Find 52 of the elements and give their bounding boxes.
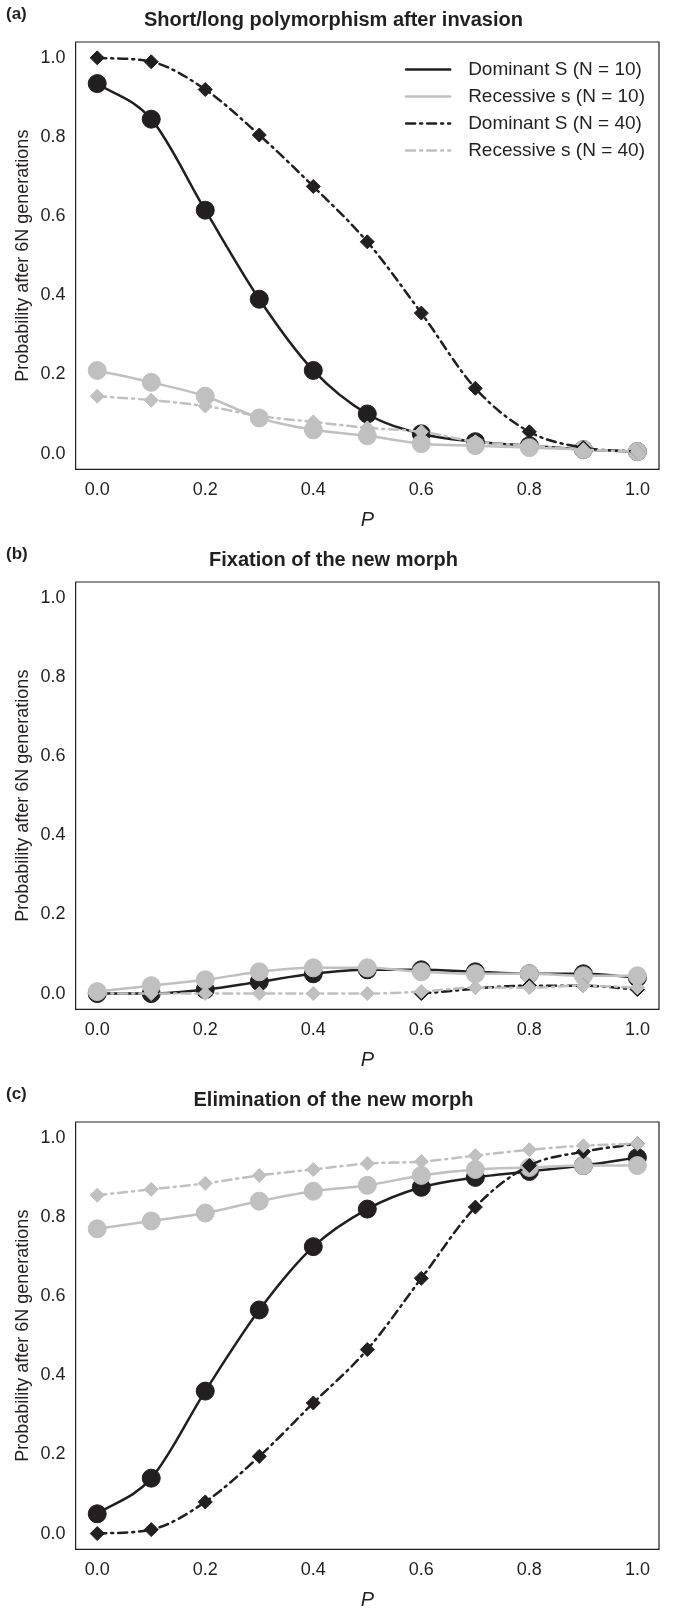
- x-tick-label: 0.6: [408, 479, 434, 500]
- x-axis-title: P: [360, 507, 375, 530]
- x-tick-label: 0.4: [300, 1559, 326, 1580]
- y-tick-label: 1.0: [40, 46, 66, 67]
- y-tick-label: 0.6: [40, 205, 66, 226]
- x-tick-label: 1.0: [624, 1019, 650, 1040]
- y-axis-title: Probability after 6N generations: [11, 1209, 32, 1462]
- y-tick-label: 0.4: [40, 824, 66, 845]
- y-tick-label: 0.2: [40, 363, 66, 384]
- x-tick-label: 0.2: [192, 1019, 218, 1040]
- x-tick-label: 0.0: [84, 479, 110, 500]
- y-axis-title: Probability after 6N generations: [11, 669, 32, 922]
- y-tick-label: 0.6: [40, 745, 66, 766]
- legend-label: Dominant S (N = 10): [468, 57, 642, 79]
- x-tick-label: 1.0: [624, 1559, 650, 1580]
- y-tick-label: 0.8: [40, 1205, 66, 1226]
- x-tick-label: 0.0: [84, 1019, 110, 1040]
- y-tick-label: 0.2: [40, 1443, 66, 1464]
- legend-label: Dominant S (N = 40): [468, 111, 642, 133]
- text: (b): [6, 544, 28, 564]
- x-tick-label: 0.8: [516, 1019, 542, 1040]
- y-tick-label: 1.0: [40, 1126, 66, 1147]
- x-tick-label: 0.6: [408, 1019, 434, 1040]
- y-axis-title: Probability after 6N generations: [11, 129, 32, 382]
- x-tick-label: 0.0: [84, 1559, 110, 1580]
- y-tick-label: 0.0: [40, 442, 66, 463]
- x-tick-label: 0.4: [300, 1019, 326, 1040]
- y-tick-label: 0.2: [40, 903, 66, 924]
- legend-label: Recessive s (N = 10): [468, 84, 646, 106]
- chart-title: Short/long polymorphism after invasion: [144, 7, 523, 30]
- x-axis-title: P: [360, 1587, 375, 1610]
- chart-title: Elimination of the new morph: [193, 1087, 474, 1110]
- y-tick-label: 0.4: [40, 284, 66, 305]
- x-tick-label: 0.8: [516, 1559, 542, 1580]
- x-tick-label: 0.2: [192, 1559, 218, 1580]
- y-tick-label: 0.8: [40, 125, 66, 146]
- x-tick-label: 0.8: [516, 479, 542, 500]
- text: (c): [6, 1084, 27, 1104]
- y-tick-label: 0.0: [40, 982, 66, 1003]
- x-tick-label: 1.0: [624, 479, 650, 500]
- x-axis-title: P: [360, 1047, 375, 1070]
- y-tick-label: 0.6: [40, 1285, 66, 1306]
- y-tick-label: 1.0: [40, 586, 66, 607]
- y-tick-label: 0.0: [40, 1522, 66, 1543]
- chart-title: Fixation of the new morph: [209, 547, 458, 570]
- legend-label: Recessive s (N = 40): [468, 138, 646, 160]
- y-tick-label: 0.4: [40, 1364, 66, 1385]
- x-tick-label: 0.2: [192, 479, 218, 500]
- x-tick-label: 0.4: [300, 479, 326, 500]
- text: (a): [6, 4, 27, 24]
- x-tick-label: 0.6: [408, 1559, 434, 1580]
- y-tick-label: 0.8: [40, 665, 66, 686]
